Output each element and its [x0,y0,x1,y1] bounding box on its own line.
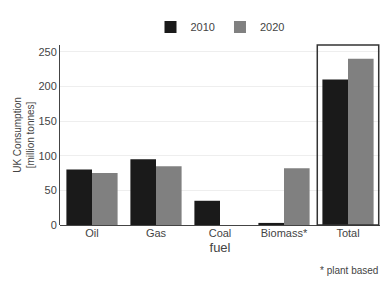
svg-text:fuel: fuel [210,240,231,255]
svg-text:* plant based: * plant based [320,265,378,276]
svg-text:150: 150 [38,115,56,127]
svg-text:Oil: Oil [85,227,98,239]
svg-text:Coal: Coal [209,227,232,239]
svg-text:2020: 2020 [260,21,284,33]
svg-text:250: 250 [38,46,56,58]
svg-text:100: 100 [38,150,56,162]
svg-text:UK Consumption[million tonnes]: UK Consumption[million tonnes] [12,97,36,173]
svg-text:50: 50 [45,184,57,196]
svg-text:Total: Total [336,227,359,239]
svg-text:2010: 2010 [191,21,215,33]
svg-text:Biomass*: Biomass* [261,227,308,239]
svg-text:Gas: Gas [146,227,167,239]
svg-text:200: 200 [38,80,56,92]
svg-text:0: 0 [51,219,57,231]
